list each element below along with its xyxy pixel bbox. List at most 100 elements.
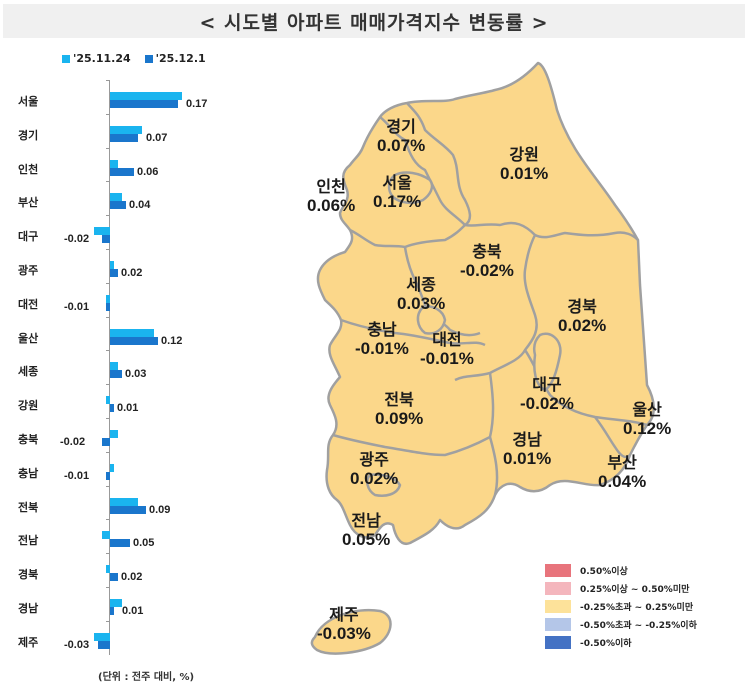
map-region-label: 부산 0.04% [598, 453, 646, 491]
axis-tick [106, 451, 110, 453]
bar-legend: '25.11.24 '25.12.1 [62, 52, 206, 65]
region-value: -0.01% [355, 339, 409, 358]
axis-tick [106, 282, 110, 284]
chart-row: 대구 -0.02 [0, 219, 260, 252]
bar-prev [106, 396, 110, 405]
zero-axis [109, 80, 110, 655]
map-region-label: 강원 0.01% [500, 145, 548, 183]
data-label: 0.06 [137, 165, 159, 178]
map-region-label: 경남 0.01% [503, 430, 551, 468]
map-region-label: 경북 0.02% [558, 297, 606, 335]
korea-map: 경기 0.07% 강원 0.01% 인천 0.06% 서울 0.17% 충북 -0.02% 세종 0.… [295, 55, 685, 669]
map-region-label: 서울 0.17% [373, 173, 421, 211]
region-value: -0.03% [317, 624, 371, 643]
region-name: 울산 [632, 400, 662, 419]
legend-swatch [545, 636, 571, 649]
region-value: 0.02% [558, 316, 607, 335]
region-name: 전남 [351, 511, 381, 530]
axis-tick [106, 384, 110, 386]
map-region-label: 충북 -0.02% [460, 242, 514, 280]
category-label: 경북 [18, 568, 39, 582]
bar-cur [110, 370, 122, 379]
bar-cur [110, 167, 134, 176]
korea-map-svg [310, 61, 655, 655]
unit-note: (단위 : 전주 대비, %) [98, 672, 195, 683]
axis-tick [106, 418, 110, 419]
region-name: 대전 [432, 330, 462, 349]
map-region-label: 경기 0.07% [377, 117, 425, 155]
data-label: 0.04 [129, 199, 151, 212]
region-name: 인천 [316, 177, 346, 196]
legend-label-cur: '25.12.1 [155, 52, 206, 65]
chart-row: 서울 0.17 [0, 84, 260, 117]
bar-cur [106, 302, 110, 311]
region-name: 전북 [384, 390, 414, 409]
data-label: -0.02 [60, 436, 86, 448]
bar-cur [110, 573, 118, 582]
bar-prev [110, 362, 118, 371]
bar-prev [110, 92, 182, 100]
category-label: 광주 [18, 264, 39, 277]
bar-cur [106, 471, 110, 480]
axis-tick [106, 519, 110, 521]
category-label: 강원 [18, 399, 39, 413]
data-label: 0.17 [186, 98, 208, 110]
bar-prev [106, 565, 110, 574]
legend-swatch [545, 618, 571, 631]
bar-cur [110, 269, 118, 277]
bar-cur [110, 100, 178, 108]
bar-cur [110, 201, 126, 210]
category-label: 대전 [18, 297, 39, 311]
region-name: 경기 [386, 117, 416, 136]
legend-swatch [545, 564, 571, 577]
region-value: -0.01% [420, 349, 474, 368]
gwangju-shape [366, 473, 402, 497]
chart-row: 충북 -0.02 [0, 422, 260, 455]
bar-cur [110, 607, 114, 615]
map-legend-item: 0.25%이상 ~ 0.50%미만 [545, 580, 697, 597]
legend-text: 0.50%이상 [580, 567, 628, 577]
region-name: 세종 [406, 275, 436, 294]
bar-prev [110, 159, 118, 168]
daegu-shape [532, 332, 562, 392]
map-region-label: 광주 0.02% [350, 450, 398, 488]
axis-tick [106, 485, 110, 487]
map-region-label: 세종 0.03% [397, 275, 445, 313]
bar-cur [98, 640, 110, 649]
title-bar: < 시도별 아파트 매매가격지수 변동률 > [3, 4, 745, 38]
data-label: 0.03 [125, 368, 147, 381]
chart-row: 경남 0.01 [0, 591, 260, 624]
category-label: 인천 [18, 162, 39, 176]
legend-item-cur: '25.12.1 [144, 52, 206, 65]
data-label: 0.02 [121, 267, 143, 279]
axis-tick [106, 316, 110, 318]
seoul-shape [387, 171, 434, 205]
legend-item-prev: '25.11.24 [62, 52, 131, 65]
axis-tick [106, 587, 110, 588]
region-name: 대구 [532, 375, 562, 394]
bar-cur [102, 438, 110, 446]
map-legend-item: -0.50%초과 ~ -0.25%이하 [545, 616, 697, 633]
page-title: < 시도별 아파트 매매가격지수 변동률 > [199, 11, 549, 34]
region-value: 0.12% [623, 419, 672, 438]
map-region-label: 울산 0.12% [623, 400, 671, 438]
bar-prev [110, 125, 142, 134]
map-region-label: 인천 0.06% [307, 177, 355, 215]
axis-tick [106, 215, 110, 217]
chart-row: 제주 -0.03 [0, 625, 260, 658]
map-legend: 0.50%이상 0.25%이상 ~ 0.50%미만 -0.25%초과 ~ 0.25%… [545, 562, 697, 652]
map-region-label: 대구 -0.02% [520, 375, 574, 413]
data-label: -0.03 [64, 638, 90, 651]
region-name: 강원 [509, 145, 539, 164]
chart-row: 경기 0.07 [0, 118, 260, 151]
region-name: 충북 [472, 242, 502, 261]
legend-swatch-prev [62, 54, 70, 63]
legend-swatch [545, 600, 571, 613]
region-value: 0.02% [350, 469, 399, 488]
chart-row: 전북 0.09 [0, 490, 260, 523]
bar-cur [110, 404, 114, 413]
map-region-label: 전북 0.09% [375, 390, 423, 428]
axis-tick [106, 620, 110, 622]
region-value: 0.06% [307, 196, 356, 215]
region-name: 광주 [359, 450, 389, 469]
